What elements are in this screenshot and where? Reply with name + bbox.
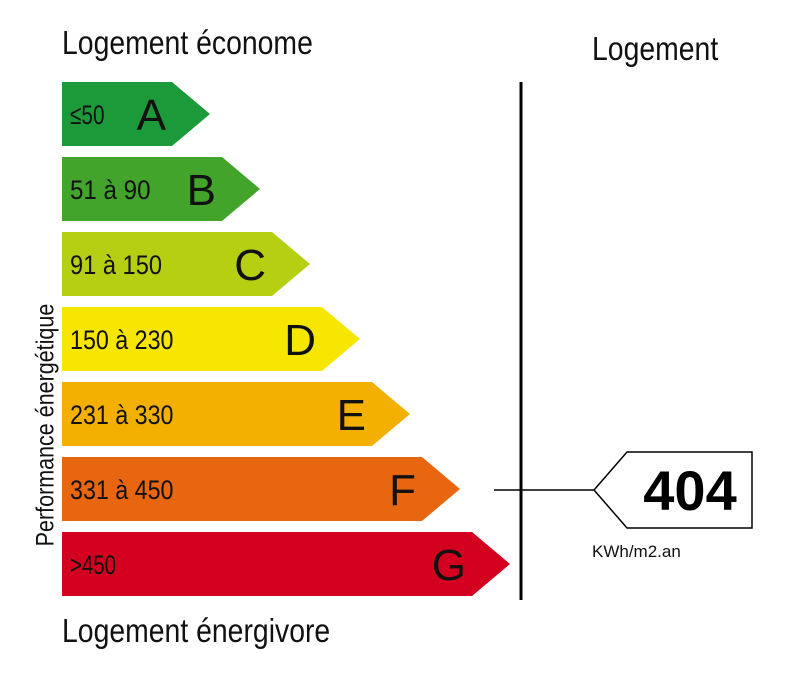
bar-b xyxy=(62,157,260,221)
range-label-b: 51 à 90 xyxy=(70,175,151,205)
bottom-label: Logement énergivore xyxy=(62,612,331,649)
bar-d xyxy=(62,307,360,371)
range-label-g: >450 xyxy=(70,550,116,580)
class-letter-c: C xyxy=(234,241,266,290)
bar-a xyxy=(62,82,210,146)
bar-e xyxy=(62,382,410,446)
range-label-e: 231 à 330 xyxy=(70,400,174,430)
bars-group: ≤50 A 51 à 90 B 91 à 150 C 150 à 230 D 231 à 330… xyxy=(62,82,510,596)
range-label-a: ≤50 xyxy=(70,100,105,130)
range-label-c: 91 à 150 xyxy=(70,250,162,280)
bar-c xyxy=(62,232,310,296)
class-letter-e: E xyxy=(337,391,366,440)
bar-g xyxy=(62,532,510,596)
class-letter-d: D xyxy=(284,316,316,365)
marker-box xyxy=(593,451,753,529)
class-letter-b: B xyxy=(187,166,216,215)
range-label-d: 150 à 230 xyxy=(70,325,174,355)
class-letter-f: F xyxy=(389,466,416,515)
class-letter-g: G xyxy=(432,541,466,590)
bar-f xyxy=(62,457,460,521)
marker-unit: KWh/m2.an xyxy=(592,542,681,561)
top-label: Logement économe xyxy=(62,24,313,61)
class-letter-a: A xyxy=(137,91,167,140)
marker-value: 404 xyxy=(643,459,736,522)
housing-label: Logement xyxy=(592,30,719,67)
range-label-f: 331 à 450 xyxy=(70,475,174,505)
